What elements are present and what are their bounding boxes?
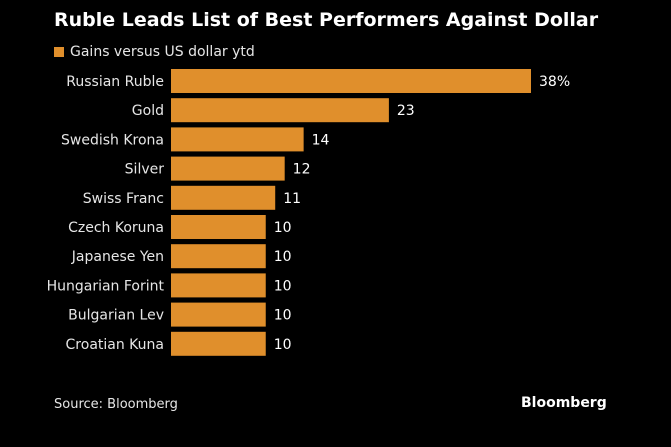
bar-swedish-krona <box>171 127 304 152</box>
category-label: Hungarian Forint <box>47 278 165 294</box>
bar-croatian-kuna <box>171 331 266 356</box>
bar-gold <box>171 98 389 123</box>
value-label: 12 <box>293 162 311 178</box>
category-label: Gold <box>132 103 164 119</box>
source-note: Source: Bloomberg <box>54 397 178 412</box>
value-label: 23 <box>397 103 415 119</box>
value-label: 10 <box>274 337 292 353</box>
category-label: Swiss Franc <box>83 191 164 207</box>
value-label: 10 <box>274 220 292 236</box>
bar-japanese-yen <box>171 244 266 269</box>
bar-silver <box>171 156 285 181</box>
value-label: 14 <box>312 132 330 148</box>
legend: Gains versus US dollar ytd <box>54 44 255 60</box>
bar-swiss-franc <box>171 185 276 210</box>
category-label: Japanese Yen <box>71 249 164 265</box>
category-label: Swedish Krona <box>61 132 164 148</box>
value-label: 10 <box>274 278 292 294</box>
category-label: Czech Koruna <box>68 220 164 236</box>
category-label: Bulgarian Lev <box>68 308 164 324</box>
bloomberg-logo: Bloomberg <box>521 395 607 411</box>
value-label: 10 <box>274 249 292 265</box>
bar-czech-koruna <box>171 215 266 239</box>
value-label: 38% <box>539 74 570 90</box>
value-label: 10 <box>274 308 292 324</box>
category-label: Silver <box>125 162 165 178</box>
value-label: 11 <box>283 191 301 207</box>
category-label: Croatian Kuna <box>66 337 164 353</box>
category-label: Russian Ruble <box>66 74 164 90</box>
bar-russian-ruble <box>171 69 531 93</box>
bar-bulgarian-lev <box>171 302 266 327</box>
legend-label: Gains versus US dollar ytd <box>70 44 255 60</box>
bar-hungarian-forint <box>171 273 266 298</box>
chart-title: Ruble Leads List of Best Performers Agai… <box>54 9 599 31</box>
legend-swatch <box>54 47 64 57</box>
